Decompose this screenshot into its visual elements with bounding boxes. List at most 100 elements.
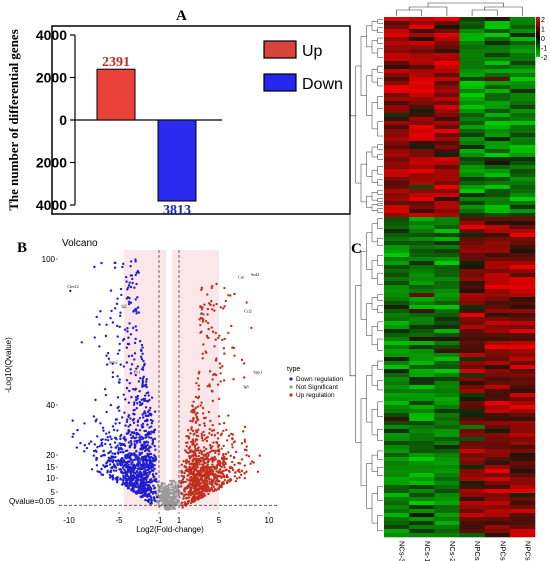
volcano-point-down xyxy=(145,460,148,463)
volcano-point-down xyxy=(111,452,114,455)
heatmap-cell xyxy=(409,345,435,350)
dendrogram-branch xyxy=(471,9,498,16)
volcano-point-down xyxy=(142,467,145,470)
heatmap-cell xyxy=(384,213,410,218)
heatmap-cell xyxy=(409,161,435,166)
volcano-point-up xyxy=(205,456,209,459)
heatmap-cell xyxy=(384,41,410,46)
volcano-point-up xyxy=(213,482,217,485)
heatmap-cell xyxy=(409,533,435,538)
volcano-point-down xyxy=(124,466,128,469)
volcano-point-up xyxy=(224,452,228,456)
heatmap-cell xyxy=(384,381,410,386)
heatmap-cell xyxy=(434,213,460,218)
volcano-point-down xyxy=(124,474,128,478)
heatmap-cell xyxy=(434,237,460,242)
heatmap-cell xyxy=(434,61,460,66)
volcano-point-up xyxy=(233,440,236,443)
volcano-point-down xyxy=(112,459,115,462)
heatmap-cell xyxy=(434,273,460,278)
volcano-point-down xyxy=(120,468,123,471)
volcano-point-up xyxy=(207,454,210,458)
heatmap-cell xyxy=(409,89,435,94)
volcano-point-up xyxy=(194,447,197,451)
heatmap-cell xyxy=(509,125,536,130)
volcano-point-down xyxy=(143,394,147,397)
heatmap-cell xyxy=(409,421,435,426)
heatmap-cell xyxy=(484,489,511,494)
heatmap-cell xyxy=(459,181,485,186)
volcano-title: Volcano xyxy=(62,238,98,249)
volcano-legend-label: Down regulation xyxy=(296,376,343,383)
volcano-point-down xyxy=(105,363,109,366)
volcano-point-ns xyxy=(174,498,177,501)
volcano-point-up xyxy=(230,324,233,328)
heatmap-cell xyxy=(459,121,485,126)
heatmap-cell xyxy=(484,261,511,266)
heatmap-cell xyxy=(409,41,435,46)
heatmap-cell xyxy=(409,409,435,414)
heatmap-cell xyxy=(384,37,410,42)
volcano-point-down xyxy=(123,460,127,464)
heatmap-cells xyxy=(384,17,536,538)
volcano-point-up xyxy=(199,456,203,460)
heatmap-cell xyxy=(484,97,511,102)
dendrogram-branch xyxy=(377,305,383,314)
volcano-point-up xyxy=(188,455,191,458)
volcano-point-up xyxy=(247,455,251,458)
heatmap-cell xyxy=(384,421,410,426)
volcano-point-up xyxy=(188,468,191,471)
volcano-point-up xyxy=(222,469,225,473)
volcano-point-down xyxy=(139,355,143,359)
volcano-point-up xyxy=(213,309,216,312)
heatmap-cell xyxy=(384,337,410,342)
heatmap-cell xyxy=(459,205,485,210)
volcano-point-down xyxy=(124,398,127,401)
volcano-point-up xyxy=(192,471,195,474)
volcano-point-down xyxy=(128,389,131,393)
volcano-point-down xyxy=(151,464,154,467)
volcano-point-up xyxy=(187,493,190,497)
volcano-point-down xyxy=(136,296,139,299)
heatmap-cell xyxy=(384,77,410,82)
volcano-point-up xyxy=(190,426,193,429)
volcano-point-up xyxy=(232,456,236,460)
volcano-point-down xyxy=(150,425,153,428)
volcano-point-up xyxy=(196,469,200,473)
volcano-point-up xyxy=(195,415,199,418)
heatmap-cell xyxy=(484,409,511,414)
heatmap-cell xyxy=(509,401,536,406)
legend-swatch-up xyxy=(263,40,297,59)
volcano-point-up xyxy=(184,449,187,452)
volcano-point-down xyxy=(127,336,130,339)
volcano-point-up xyxy=(250,326,253,330)
volcano-point-down xyxy=(120,293,123,297)
volcano-point-up xyxy=(196,428,200,432)
heatmap-cell xyxy=(484,473,511,478)
volcano-point-down xyxy=(105,461,108,465)
heatmap-cell xyxy=(459,245,485,250)
volcano-point-up xyxy=(180,469,183,473)
volcano-point-down xyxy=(133,440,136,443)
volcano-point-down xyxy=(116,352,120,356)
heatmap-cell xyxy=(459,405,485,410)
volcano-point-up xyxy=(212,485,215,489)
heatmap-cell xyxy=(409,265,435,270)
volcano-point-down xyxy=(145,378,148,381)
heatmap-cell xyxy=(459,453,485,458)
volcano-point-ns xyxy=(178,492,181,496)
volcano-point-up xyxy=(201,439,204,442)
heatmap-cell xyxy=(434,177,460,182)
volcano-point-down xyxy=(116,463,119,467)
volcano-point-up xyxy=(201,456,205,459)
volcano-point-down xyxy=(128,281,131,284)
heatmap-cell xyxy=(434,65,460,70)
heatmap-cell xyxy=(459,317,485,322)
volcano-point-down xyxy=(111,371,115,374)
heatmap-cell xyxy=(509,449,536,454)
heatmap-cell xyxy=(484,449,511,454)
volcano-point-up xyxy=(221,338,224,342)
heatmap-cell xyxy=(384,253,410,258)
volcano-point-down xyxy=(137,380,141,383)
volcano-point-up xyxy=(181,478,185,481)
